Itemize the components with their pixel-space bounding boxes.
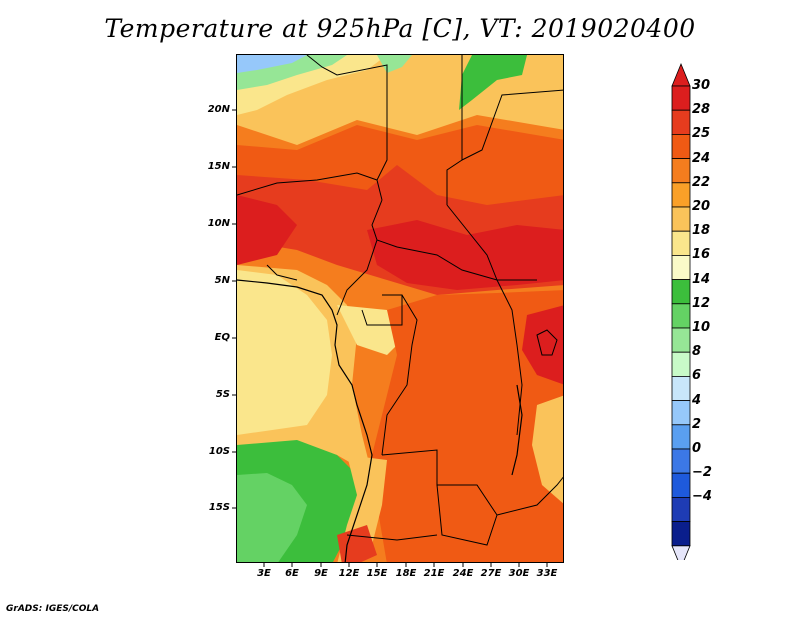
colorbar-label: 28 [692, 102, 711, 118]
colorbar [671, 62, 691, 560]
lat-label: 10S [208, 446, 230, 457]
lake-tanganyika [511, 384, 523, 476]
border-10 [381, 294, 418, 456]
colorbar-label: 20 [692, 199, 711, 214]
colorbar-segment [671, 254, 691, 280]
lon-label: 33E [536, 568, 558, 579]
lat-label: 5S [215, 389, 230, 400]
colorbar-segment [671, 303, 691, 329]
region-atlantic-pale [237, 270, 332, 435]
colorbar-label: 4 [692, 392, 702, 408]
border-16 [266, 264, 298, 281]
lat-ticks [232, 109, 236, 509]
colorbar-label: 22 [692, 174, 711, 190]
lat-label: 20N [207, 104, 230, 115]
colorbar-label: 10 [692, 320, 711, 335]
lake-victoria [536, 329, 558, 356]
region-congo-basin [372, 290, 563, 562]
border-15 [496, 476, 563, 516]
lat-label: 5N [214, 275, 230, 286]
colorbar-label: −2 [692, 465, 712, 481]
colorbar-segment [671, 521, 691, 547]
colorbar-label: 18 [692, 223, 711, 239]
border-8 [336, 239, 378, 316]
lon-label: 12E [338, 568, 360, 579]
colorbar-segment [671, 134, 691, 160]
lat-label: 15N [207, 161, 230, 172]
colorbar-label: 30 [692, 78, 711, 93]
credit-label: GrADS: IGES/COLA [6, 604, 100, 614]
lon-label: 30E [508, 568, 530, 579]
border-7 [396, 246, 537, 281]
map-svg [237, 55, 563, 562]
region-central-band [367, 220, 563, 290]
lon-label: 3E [257, 568, 271, 579]
colorbar-label: 0 [692, 441, 702, 456]
border-13 [436, 484, 498, 546]
colorbar-segment [671, 182, 691, 208]
colorbar-label: 2 [692, 416, 702, 432]
colorbar-label: 12 [692, 295, 711, 311]
region-north-cool-2 [377, 55, 412, 73]
region-south-hot [337, 525, 377, 562]
border-14 [346, 534, 438, 541]
colorbar-segment [671, 472, 691, 498]
colorbar-segment [671, 375, 691, 401]
colorbar-bottom-arrow [671, 545, 691, 560]
colorbar-segment [671, 279, 691, 305]
colorbar-segment [671, 351, 691, 377]
colorbar-segment [671, 158, 691, 184]
lat-label: EQ [214, 332, 230, 343]
colorbar-segment [671, 109, 691, 135]
region-east-pale [532, 395, 563, 504]
region-east-hot [522, 305, 563, 385]
map-title: Temperature at 925hPa [C], VT: 201902040… [104, 14, 696, 43]
border-9 [361, 294, 403, 326]
border-2 [446, 55, 463, 205]
border-4 [237, 172, 378, 196]
colorbar-segment [671, 206, 691, 232]
lon-label: 15E [366, 568, 388, 579]
colorbar-label: 8 [692, 344, 702, 360]
region-northeast-green [459, 55, 527, 110]
lat-label: 10N [207, 218, 230, 229]
colorbar-label: 14 [692, 271, 711, 287]
colorbar-label: 25 [692, 126, 711, 142]
colorbar-segment [671, 327, 691, 353]
region-southwest-cooler [237, 473, 307, 562]
lon-label: 24E [452, 568, 474, 579]
colorbar-label: 6 [692, 368, 702, 384]
lon-label: 9E [314, 568, 328, 579]
lat-label: 15S [208, 502, 230, 513]
border-3 [461, 89, 563, 161]
region-west-hot [237, 195, 297, 265]
country-borders [237, 55, 563, 546]
lon-label: 21E [423, 568, 445, 579]
lon-label: 6E [285, 568, 299, 579]
lon-ticks [263, 563, 548, 567]
colorbar-top-arrow [671, 62, 691, 87]
colorbar-label: −4 [692, 489, 712, 505]
coastline [237, 279, 373, 562]
border-6 [446, 204, 498, 281]
temperature-map [236, 54, 564, 563]
colorbar-segment [671, 424, 691, 450]
region-north-cold [237, 55, 307, 73]
colorbar-label: 16 [692, 247, 711, 263]
colorbar-segment [671, 496, 691, 522]
colorbar-segment [671, 448, 691, 474]
colorbar-segment [671, 230, 691, 256]
colorbar-label: 24 [692, 150, 711, 166]
border-5 [371, 199, 398, 248]
lon-label: 18E [395, 568, 417, 579]
colorbar-segment [671, 400, 691, 426]
colorbar-segment [671, 85, 691, 111]
lon-label: 27E [480, 568, 502, 579]
